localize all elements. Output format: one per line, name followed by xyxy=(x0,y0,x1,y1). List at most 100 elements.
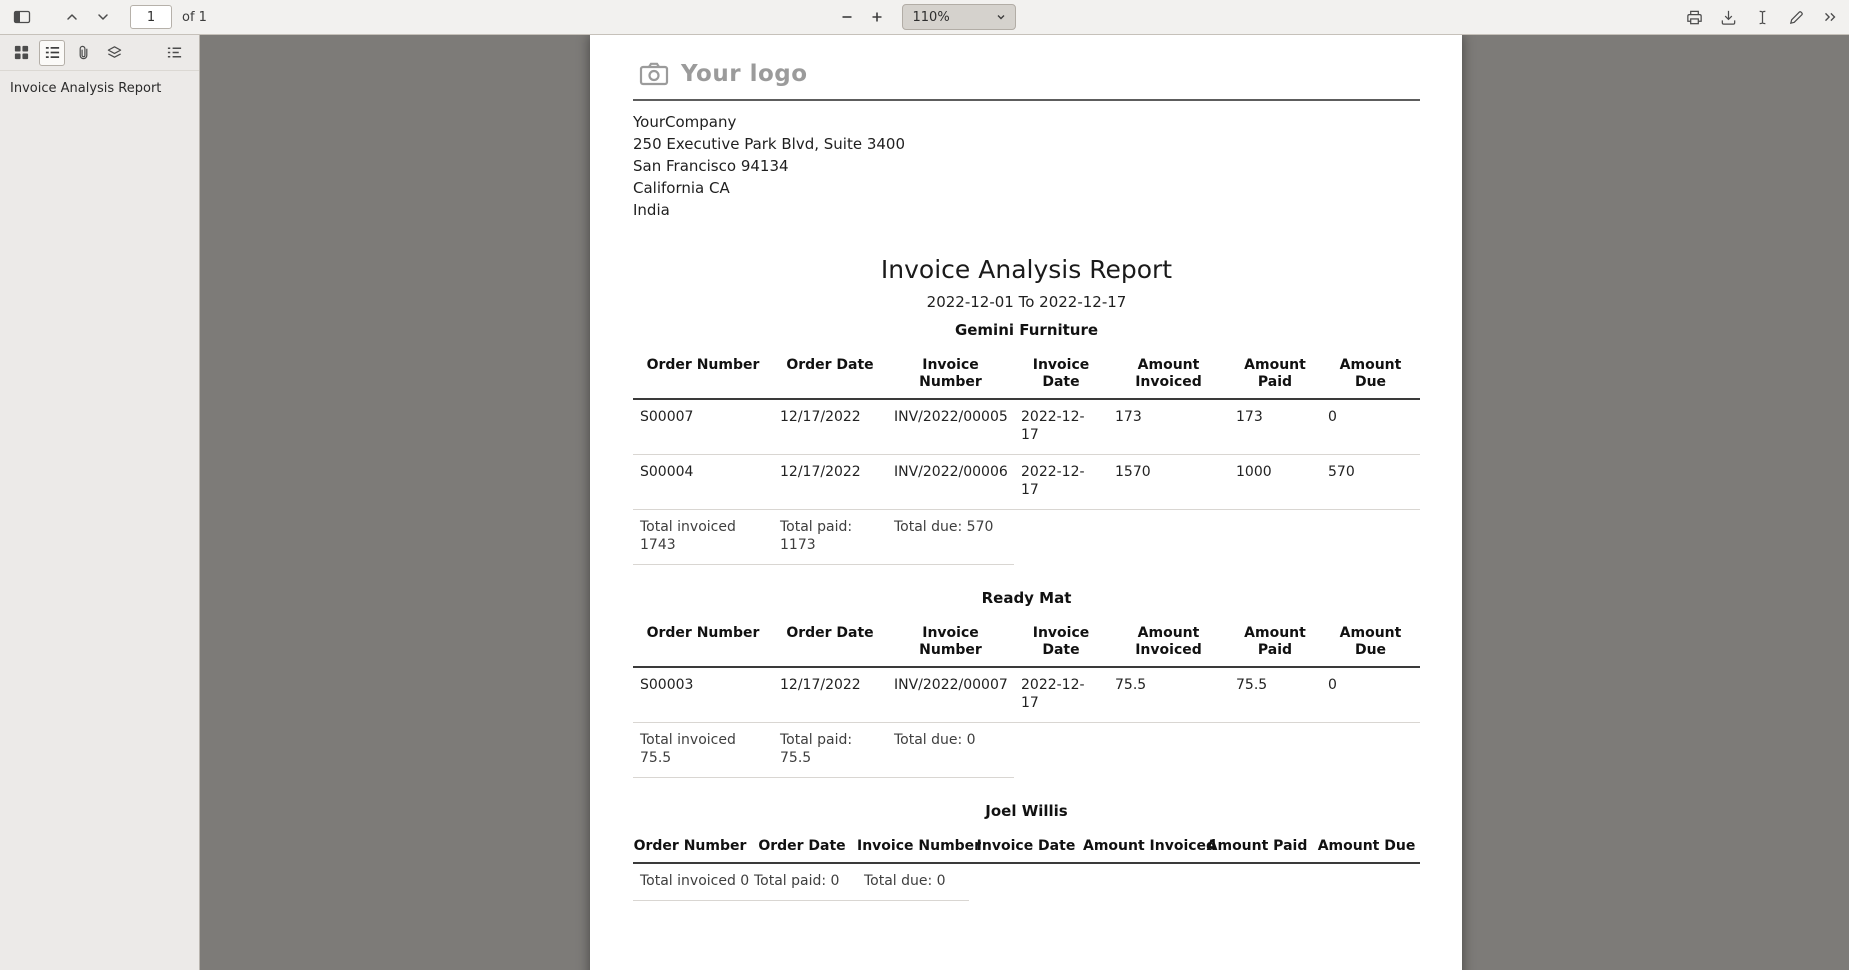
data-cell: 570 xyxy=(1328,464,1355,480)
company-address-line: California CA xyxy=(633,179,730,197)
company-address-block: YourCompany 250 Executive Park Blvd, Sui… xyxy=(633,111,1420,221)
chevron-down-icon xyxy=(995,11,1007,23)
header-cell: Order Date xyxy=(758,838,846,854)
data-cell: INV/2022/00007 xyxy=(894,677,1008,693)
header-cell: Invoice Date xyxy=(1032,357,1090,390)
company-logo: Your logo xyxy=(633,55,1420,101)
sidebar-panel-switcher xyxy=(0,35,199,71)
totals-cell: Total paid: 75.5 xyxy=(780,732,853,766)
data-cell: 2022-12-17 xyxy=(1021,464,1085,498)
next-page-button[interactable] xyxy=(90,4,116,30)
report-date-range: 2022-12-01 To 2022-12-17 xyxy=(926,293,1127,311)
data-cell: 1000 xyxy=(1236,464,1272,480)
header-cell: Invoice Date xyxy=(976,838,1076,854)
totals-row: Total invoiced 0 Total paid: 0 Total due… xyxy=(633,864,969,901)
data-cell: 2022-12-17 xyxy=(1021,677,1085,711)
data-cell: 173 xyxy=(1115,409,1142,425)
customer-name: Joel Willis xyxy=(985,802,1068,820)
data-cell: 75.5 xyxy=(1236,677,1268,693)
outline-panel-button[interactable] xyxy=(39,39,65,66)
pdf-page: Your logo YourCompany 250 Executive Park… xyxy=(590,35,1462,970)
data-cell: 0 xyxy=(1328,677,1337,693)
data-cell: 173 xyxy=(1236,409,1263,425)
print-icon xyxy=(1685,8,1704,27)
page-count-label: of 1 xyxy=(182,9,207,25)
page-number-input[interactable] xyxy=(130,5,172,29)
more-tools-button[interactable] xyxy=(1817,4,1843,30)
logo-text: Your logo xyxy=(681,61,808,87)
header-cell: Amount Paid xyxy=(1206,838,1308,854)
table-row: S00007 12/17/2022 INV/2022/00005 2022-12… xyxy=(633,400,1420,455)
text-select-icon xyxy=(1753,8,1772,27)
thumbnails-panel-button[interactable] xyxy=(8,40,34,66)
toolbar-right-group xyxy=(1681,0,1843,34)
zoom-in-icon xyxy=(869,9,885,25)
sidebar-toggle-button[interactable] xyxy=(9,4,35,30)
header-cell: Amount Invoiced xyxy=(1135,357,1202,390)
chevron-up-icon xyxy=(64,9,80,25)
totals-cell: Total invoiced 0 xyxy=(640,873,750,889)
header-cell: Order Date xyxy=(786,625,874,641)
bookmarks-panel-button[interactable] xyxy=(161,40,187,66)
header-cell: Amount Due xyxy=(1339,625,1402,658)
totals-row: Total invoiced 75.5 Total paid: 75.5 Tot… xyxy=(633,723,1014,778)
table-header-row: Order Number Order Date Invoice Number I… xyxy=(633,353,1420,400)
header-cell: Amount Paid xyxy=(1244,625,1306,658)
layers-icon xyxy=(106,44,123,61)
sidebar: Invoice Analysis Report xyxy=(0,35,200,970)
header-cell: Amount Due xyxy=(1339,357,1402,390)
text-select-button[interactable] xyxy=(1749,4,1775,30)
header-cell: Invoice Number xyxy=(919,357,982,390)
totals-row: Total invoiced 1743 Total paid: 1173 Tot… xyxy=(633,510,1014,565)
annotate-button[interactable] xyxy=(1783,4,1809,30)
data-cell: 2022-12-17 xyxy=(1021,409,1085,443)
zoom-in-button[interactable] xyxy=(864,4,890,30)
toolbar-left-group: of 1 xyxy=(0,0,207,34)
camera-icon xyxy=(639,61,669,87)
data-cell: INV/2022/00005 xyxy=(894,409,1008,425)
data-cell: INV/2022/00006 xyxy=(894,464,1008,480)
document-viewer: Your logo YourCompany 250 Executive Park… xyxy=(201,35,1849,970)
data-cell: 12/17/2022 xyxy=(780,464,861,480)
header-cell: Invoice Number xyxy=(857,838,982,854)
save-button[interactable] xyxy=(1715,4,1741,30)
double-chevron-right-icon xyxy=(1821,8,1839,26)
data-cell: 12/17/2022 xyxy=(780,677,861,693)
toolbar: of 1 110% xyxy=(0,0,1849,35)
totals-cell: Total due: 0 xyxy=(864,873,946,889)
report-title: Invoice Analysis Report xyxy=(880,255,1173,284)
header-cell: Amount Paid xyxy=(1244,357,1306,390)
data-cell: 12/17/2022 xyxy=(780,409,861,425)
layers-panel-button[interactable] xyxy=(101,40,127,66)
totals-cell: Total invoiced 75.5 xyxy=(640,732,736,766)
customer-name: Ready Mat xyxy=(981,589,1072,607)
header-cell: Order Number xyxy=(633,838,747,854)
totals-cell: Total due: 0 xyxy=(894,732,976,748)
data-cell: S00007 xyxy=(640,409,694,425)
print-button[interactable] xyxy=(1681,4,1707,30)
zoom-out-button[interactable] xyxy=(834,4,860,30)
invoice-table: Order Number Order Date Invoice Number I… xyxy=(633,353,1420,565)
zoom-select[interactable]: 110% xyxy=(901,4,1016,30)
data-cell: 75.5 xyxy=(1115,677,1147,693)
attachments-icon xyxy=(75,44,92,61)
zoom-out-icon xyxy=(839,9,855,25)
company-address-line: 250 Executive Park Blvd, Suite 3400 xyxy=(633,135,906,153)
bookmarks-icon xyxy=(166,44,183,61)
sidebar-item-invoice-analysis-report[interactable]: Invoice Analysis Report xyxy=(10,81,162,96)
header-cell: Invoice Date xyxy=(1032,625,1090,658)
table-header-row: Order Number Order Date Invoice Number I… xyxy=(633,621,1420,668)
sidebar-toggle-icon xyxy=(12,7,32,27)
totals-cell: Total invoiced 1743 xyxy=(640,519,736,553)
zoom-controls: 110% xyxy=(834,0,1016,34)
table-header-row: Order Number Order Date Invoice Number I… xyxy=(633,834,1420,864)
previous-page-button[interactable] xyxy=(59,4,85,30)
header-cell: Order Number xyxy=(646,357,760,373)
thumbnails-icon xyxy=(13,44,30,61)
outline-icon xyxy=(44,44,61,61)
totals-cell: Total paid: 1173 xyxy=(780,519,853,553)
header-cell: Invoice Number xyxy=(919,625,982,658)
attachments-panel-button[interactable] xyxy=(70,40,96,66)
totals-cell: Total paid: 0 xyxy=(754,873,840,889)
table-row: S00003 12/17/2022 INV/2022/00007 2022-12… xyxy=(633,668,1420,723)
